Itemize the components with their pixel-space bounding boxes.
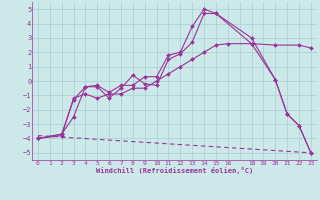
X-axis label: Windchill (Refroidissement éolien,°C): Windchill (Refroidissement éolien,°C) [96,167,253,174]
